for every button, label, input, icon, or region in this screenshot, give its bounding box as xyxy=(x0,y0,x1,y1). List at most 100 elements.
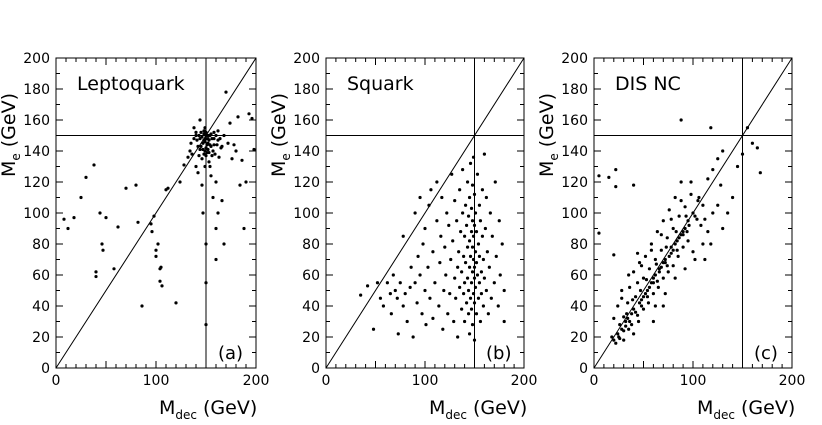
data-point xyxy=(664,245,668,249)
diagonal-line xyxy=(325,57,525,369)
data-point xyxy=(480,188,485,192)
data-point xyxy=(418,273,422,277)
data-point xyxy=(211,149,215,153)
data-point xyxy=(689,192,693,196)
data-point xyxy=(627,327,631,331)
data-point xyxy=(653,257,657,262)
data-point xyxy=(622,329,626,333)
data-point xyxy=(661,261,665,265)
data-point xyxy=(200,157,204,161)
data-point xyxy=(667,254,671,258)
data-point xyxy=(204,130,208,134)
y-tick-label: 80 xyxy=(302,237,320,253)
data-point xyxy=(731,195,735,200)
data-point xyxy=(695,217,699,221)
data-point xyxy=(643,292,648,296)
data-point xyxy=(703,217,707,221)
data-point xyxy=(687,223,691,227)
data-point xyxy=(166,186,170,190)
data-point xyxy=(467,195,472,200)
data-point xyxy=(393,288,397,293)
data-point xyxy=(433,281,437,285)
data-point xyxy=(252,147,256,152)
data-point xyxy=(465,276,470,280)
y-tick-label: 180 xyxy=(561,82,588,98)
data-point xyxy=(198,118,202,122)
data-point xyxy=(632,183,636,187)
data-point xyxy=(104,216,108,220)
data-point xyxy=(470,245,475,249)
data-point xyxy=(464,223,469,227)
data-point xyxy=(462,254,466,258)
data-point xyxy=(674,230,678,234)
data-point xyxy=(467,332,472,336)
data-point xyxy=(470,219,475,223)
y-tick-label: 0 xyxy=(41,361,50,377)
panel-2: 0 20 40 60 80 100 120 140 160 180 200 0 100 200 Squark… xyxy=(268,51,537,422)
data-point xyxy=(212,137,216,141)
data-point xyxy=(494,254,498,258)
data-point xyxy=(216,129,220,133)
data-point xyxy=(492,281,496,285)
data-point xyxy=(630,323,634,327)
data-point xyxy=(641,307,646,311)
data-point xyxy=(101,248,105,252)
data-point xyxy=(755,146,759,150)
data-point xyxy=(653,304,657,308)
data-point xyxy=(204,154,208,158)
data-point xyxy=(437,304,441,308)
data-point xyxy=(408,285,412,289)
data-point xyxy=(423,288,427,293)
data-point xyxy=(482,152,486,156)
data-point xyxy=(472,276,477,280)
data-point xyxy=(446,312,450,316)
data-point xyxy=(413,211,417,215)
data-point xyxy=(679,180,683,184)
data-point xyxy=(403,292,407,296)
data-point xyxy=(478,219,483,223)
data-point xyxy=(663,292,667,296)
data-point xyxy=(703,257,707,262)
y-axis-title: Me(GeV) xyxy=(0,93,23,177)
data-point xyxy=(136,220,140,224)
data-point xyxy=(466,214,471,218)
data-point xyxy=(396,332,400,336)
data-point xyxy=(209,144,213,148)
data-point xyxy=(454,296,458,300)
data-point xyxy=(470,323,475,327)
data-point xyxy=(463,203,468,207)
data-point xyxy=(215,143,219,147)
data-point xyxy=(458,188,462,192)
data-point xyxy=(628,319,632,324)
data-point xyxy=(210,154,214,158)
data-point xyxy=(471,257,476,262)
data-point xyxy=(208,164,212,169)
data-point xyxy=(633,295,638,299)
data-point xyxy=(645,295,650,299)
data-point xyxy=(238,183,242,187)
data-point xyxy=(657,270,661,274)
data-point xyxy=(711,211,715,215)
data-point xyxy=(632,307,636,311)
data-point xyxy=(216,211,220,215)
data-point xyxy=(740,152,745,156)
data-point xyxy=(686,239,690,243)
data-point xyxy=(477,281,482,285)
data-point xyxy=(230,157,234,161)
data-point xyxy=(464,301,469,305)
data-point xyxy=(479,292,484,296)
data-point xyxy=(701,242,705,246)
data-point xyxy=(213,152,217,156)
data-point xyxy=(94,274,98,279)
panel-title: Leptoquark xyxy=(77,73,185,95)
data-point xyxy=(721,226,725,231)
data-point xyxy=(691,250,695,254)
x-tick-label: 100 xyxy=(143,373,170,389)
data-point xyxy=(398,281,402,285)
data-point xyxy=(465,245,470,249)
data-point xyxy=(416,254,420,258)
data-point xyxy=(663,257,667,262)
data-point xyxy=(444,273,448,277)
data-point xyxy=(657,267,661,271)
data-point xyxy=(673,195,677,200)
